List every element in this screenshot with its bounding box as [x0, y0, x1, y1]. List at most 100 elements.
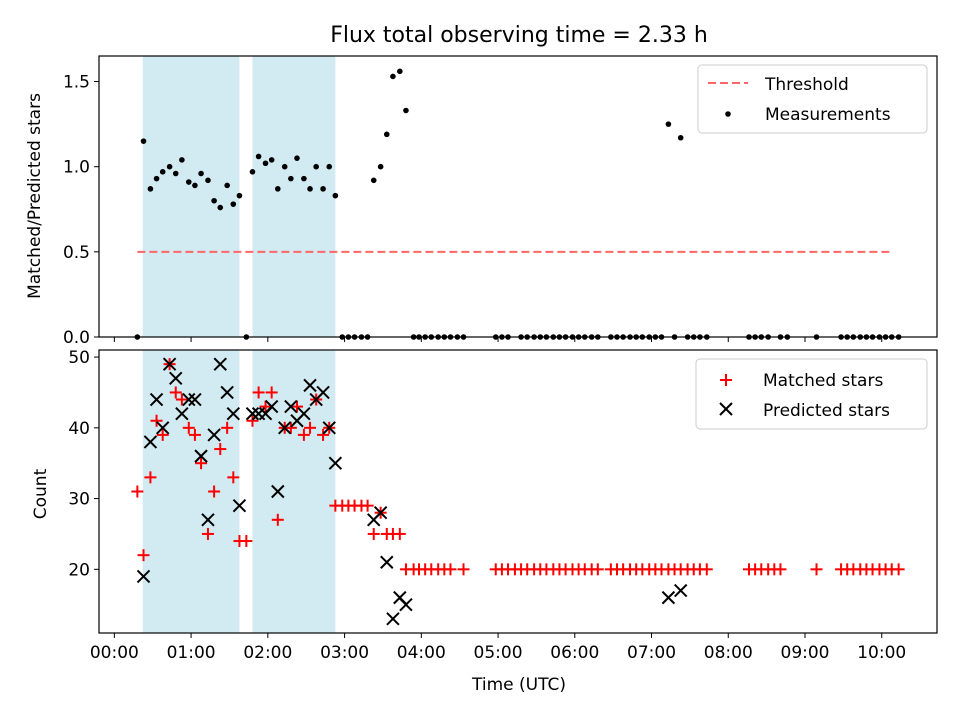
top-y-tick-label-3: 1.5	[63, 73, 90, 93]
predicted-stars-point	[271, 484, 285, 499]
matched-stars-point	[892, 563, 905, 576]
predicted-stars-point	[188, 392, 202, 407]
predicted-stars-point	[226, 406, 241, 421]
matched-stars-point	[271, 513, 284, 526]
matched-stars-point	[284, 421, 297, 434]
matched-stars-point	[182, 421, 195, 434]
predicted-stars-point	[220, 385, 234, 400]
measurements-point	[390, 73, 396, 80]
matched-stars-point	[201, 527, 214, 540]
matched-stars-point	[393, 527, 406, 540]
bottom-y-tick-label-3: 50	[68, 348, 90, 368]
predicted-stars-point	[207, 428, 221, 442]
matched-stars-point	[457, 563, 470, 576]
predicted-legend-label: Predicted stars	[763, 401, 890, 421]
predicted-stars-point	[386, 612, 400, 626]
x-tick-label-8: 08:00	[704, 643, 753, 663]
predicted-stars-point	[162, 357, 177, 371]
measurements-point	[185, 179, 192, 185]
predicted-stars-point	[284, 399, 298, 414]
predicted-stars-point	[661, 590, 676, 605]
measurements-point	[140, 138, 147, 144]
measurements-point	[397, 68, 403, 75]
measurements-point	[198, 170, 204, 177]
measurements-point	[301, 175, 307, 182]
predicted-stars-point	[201, 513, 215, 527]
measurements-point	[179, 157, 185, 163]
matched-stars-point	[188, 428, 201, 441]
bottom-y-axis-label: Count	[31, 468, 51, 519]
matched-stars-point	[208, 485, 221, 498]
measurements-point	[147, 186, 154, 192]
matched-stars-point	[144, 471, 157, 484]
matched-stars-point	[221, 421, 234, 434]
matched-stars-point	[297, 428, 310, 441]
predicted-stars-point	[328, 456, 343, 470]
matched-stars-point	[265, 386, 278, 399]
x-tick-label-4: 04:00	[397, 643, 446, 663]
matched-stars-point	[444, 563, 457, 576]
predicted-stars-point	[169, 371, 183, 386]
predicted-stars-point	[136, 569, 151, 584]
predicted-stars-point	[322, 421, 336, 435]
top-axes-frame	[98, 55, 938, 338]
matched-stars-point	[150, 414, 163, 427]
measurements-point	[332, 192, 339, 199]
predicted-legend-marker	[719, 402, 733, 416]
x-tick-label-1: 01:00	[167, 643, 216, 663]
bottom-legend: Matched stars Predicted stars	[695, 358, 928, 430]
measurements-legend-marker	[725, 111, 731, 117]
measurements-point	[370, 177, 377, 184]
threshold-legend-label: Threshold	[764, 75, 849, 95]
measurements-point	[377, 163, 384, 170]
matched-stars-point	[810, 563, 823, 576]
matched-stars-point	[246, 414, 259, 427]
measurements-point	[159, 169, 166, 175]
x-tick-label-2: 02:00	[243, 643, 292, 663]
measurements-point	[262, 160, 269, 167]
top-y-tick-label-0: 0.0	[63, 328, 90, 348]
measurements-point	[153, 175, 160, 182]
measurements-point	[255, 153, 262, 160]
x-tick-label-5: 05:00	[474, 643, 523, 663]
matched-stars-point	[131, 485, 144, 498]
predicted-stars-point	[264, 399, 279, 414]
predicted-stars-point	[303, 378, 317, 393]
bottom-y-tick-label-1: 30	[68, 490, 90, 510]
measurements-point	[288, 175, 294, 182]
matched-stars-point	[317, 428, 330, 441]
matched-stars-point	[195, 457, 208, 470]
predicted-stars-point	[175, 406, 189, 421]
measurements-point	[320, 186, 326, 192]
matched-stars-point	[700, 563, 713, 576]
predicted-stars-point	[143, 435, 158, 449]
measurements-point	[307, 186, 313, 192]
predicted-stars-point	[316, 385, 330, 400]
measurements-point	[192, 182, 198, 189]
matched-stars-point	[169, 386, 182, 399]
x-tick-label-6: 06:00	[550, 643, 599, 663]
measurements-point	[665, 121, 672, 127]
top-legend-box	[697, 64, 928, 134]
top-panel: 0.0 0.5 1.0 1.5	[63, 55, 938, 348]
matched-stars-point	[137, 549, 150, 562]
bottom-panel: 20 30 40 50 00:00 01:00 02:00 03:00 04:00 05:00 06…	[68, 348, 938, 663]
matched-stars-point	[304, 421, 317, 434]
matched-stars-point	[774, 563, 787, 576]
measurements-point	[224, 182, 230, 189]
predicted-stars-point	[155, 421, 170, 435]
matched-legend-label: Matched stars	[763, 371, 883, 391]
measurements-point	[268, 157, 275, 163]
bottom-shaded-interval-1	[252, 350, 336, 633]
predicted-stars-point	[399, 597, 413, 612]
predicted-stars-point	[673, 583, 688, 598]
matched-stars-point	[240, 535, 253, 548]
bottom-shaded-interval-0	[142, 350, 240, 633]
measurements-point	[326, 163, 333, 170]
predicted-stars-point	[245, 406, 260, 421]
top-y-tick-label-1: 0.5	[63, 243, 90, 263]
bottom-y-tick-label-2: 40	[68, 419, 90, 439]
measurements-point	[230, 201, 237, 207]
x-tick-label-7: 07:00	[627, 643, 676, 663]
